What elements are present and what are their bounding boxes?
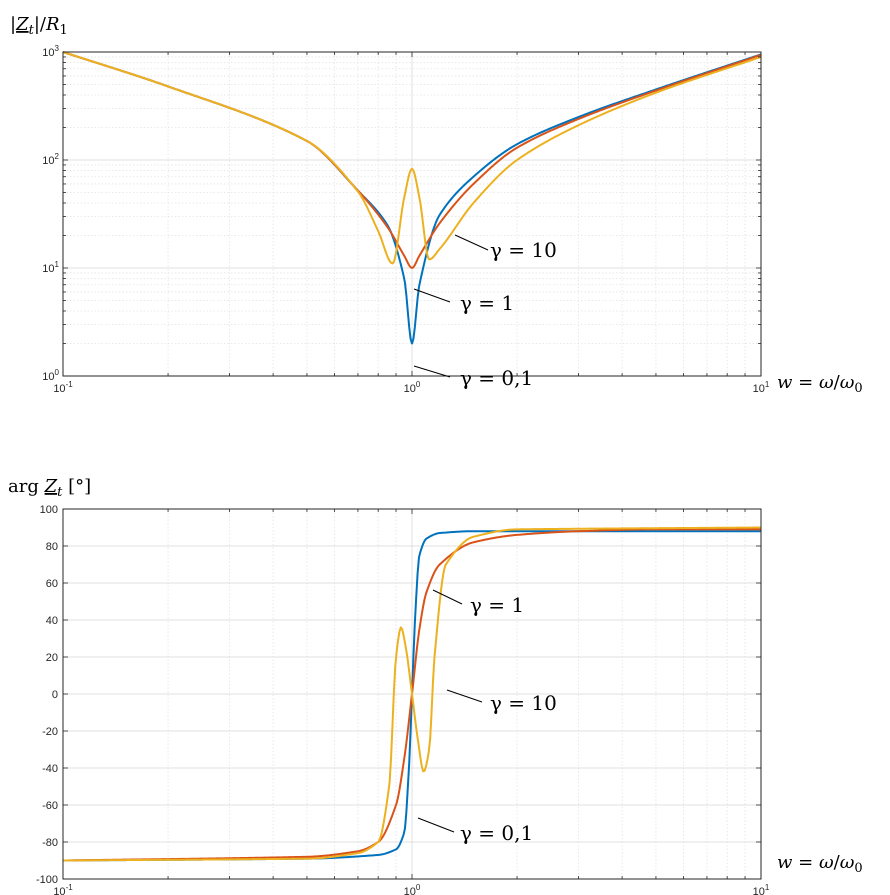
svg-text:γ = 10: γ = 10 [490, 691, 557, 715]
series-line [62, 526, 762, 862]
annotation-gamma-10: γ = 10 [454, 234, 557, 262]
phase-xlabel: w = ω/ω0 [777, 852, 863, 876]
annotation-leader [446, 689, 483, 703]
phase-ylabel: arg Zt [°] [8, 476, 91, 500]
y-tick-label: 101 [42, 260, 59, 275]
svg-text:w = ω/ω0: w = ω/ω0 [777, 372, 863, 396]
y-tick-label: -60 [42, 800, 58, 812]
annotation-leader [454, 234, 489, 251]
y-tick-label: 0 [52, 689, 58, 701]
annotation-leader [413, 365, 451, 378]
annotation-gamma-1-phase: γ = 1 [432, 589, 524, 617]
x-tick-label: 100 [404, 380, 421, 395]
annotation-leader [417, 817, 455, 833]
annotation-leader [413, 288, 451, 303]
y-tick-label: -80 [42, 837, 58, 849]
annotation-gamma-01-phase: γ = 0,1 [417, 817, 533, 845]
y-tick-label: 100 [40, 504, 58, 516]
y-tick-label: 102 [42, 152, 59, 167]
y-tick-label: 60 [46, 578, 58, 590]
annotation-gamma-1: γ = 1 [413, 288, 514, 315]
series-line [62, 51, 762, 265]
y-tick-label: 40 [46, 615, 58, 627]
svg-text:γ = 0,1: γ = 0,1 [460, 366, 533, 390]
magnitude-xlabel: w = ω/ω0 [777, 372, 863, 396]
y-tick-label: -100 [36, 874, 58, 886]
svg-text:γ = 0,1: γ = 0,1 [460, 821, 533, 845]
annotation-gamma-01: γ = 0,1 [413, 365, 533, 390]
annotation-leader [432, 589, 463, 605]
y-tick-label: 100 [42, 368, 59, 383]
phase-series [62, 526, 762, 862]
phase-plot: 10-1 100 101 100 80 60 40 20 0 -20 -40 -60 -80 -100 a… [8, 476, 863, 895]
y-tick-label: -20 [42, 726, 58, 738]
x-tick-label: 100 [404, 883, 421, 895]
x-tick-label: 10-1 [53, 883, 73, 895]
y-tick-label: 80 [46, 541, 58, 553]
magnitude-series [62, 51, 762, 345]
annotation-gamma-10-phase: γ = 10 [446, 689, 557, 715]
magnitude-ylabel: |Zt|/R1 [10, 14, 68, 38]
y-tick-label: 103 [42, 44, 59, 59]
svg-text:w = ω/ω0: w = ω/ω0 [777, 852, 863, 876]
svg-text:|Zt|/R1: |Zt|/R1 [10, 14, 68, 38]
phase-ticks: 10-1 100 101 100 80 60 40 20 0 -20 -40 -60 -80 -100 [36, 504, 770, 895]
svg-text:arg Zt [°]: arg Zt [°] [8, 476, 91, 500]
svg-text:γ = 10: γ = 10 [490, 238, 557, 262]
y-tick-label: -40 [42, 763, 58, 775]
x-tick-label: 101 [753, 883, 770, 895]
y-tick-label: 20 [46, 652, 58, 664]
magnitude-grid [63, 52, 761, 376]
x-tick-label: 101 [753, 380, 770, 395]
svg-text:γ = 1: γ = 1 [470, 593, 524, 617]
x-tick-label: 10-1 [53, 380, 73, 395]
svg-text:γ = 1: γ = 1 [460, 291, 514, 315]
